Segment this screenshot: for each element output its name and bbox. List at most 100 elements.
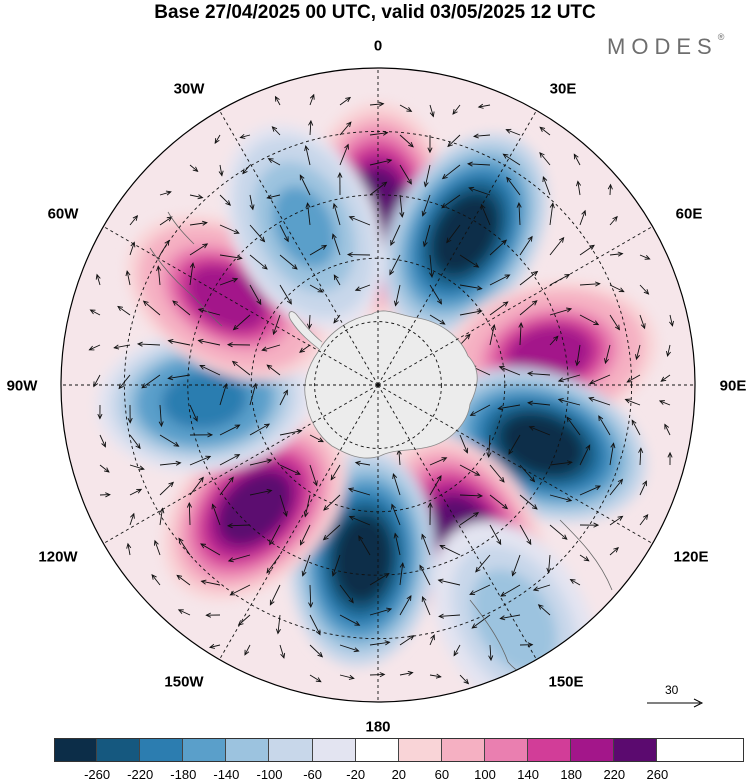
wind-arrow [639, 284, 650, 295]
wind-arrow [497, 404, 521, 411]
wind-arrow [126, 542, 132, 556]
wind-arrow [332, 202, 341, 226]
wind-arrow [453, 644, 461, 657]
wind-arrow [339, 644, 360, 653]
colorbar-tick-label: -260 [84, 767, 111, 782]
wind-arrow [219, 382, 228, 406]
wind-arrow [218, 164, 224, 177]
wind-arrow [459, 309, 483, 316]
wind-arrow [429, 284, 442, 305]
wind-arrow [186, 501, 192, 526]
wind-arrow [459, 254, 480, 268]
colorbar-tick-label: 220 [603, 767, 626, 782]
wind-arrow [348, 515, 371, 526]
wind-arrow [437, 578, 461, 586]
lon-label-30w: 30W [173, 80, 205, 98]
wind-arrow [519, 270, 539, 286]
colorbar-tick-label: -140 [213, 767, 240, 782]
wind-arrow [549, 494, 573, 503]
wind-arrow [156, 265, 162, 286]
wind-arrow [480, 203, 491, 226]
colorbar-swatch [528, 738, 572, 762]
wind-arrow [159, 460, 182, 466]
reference-vector-label: 30 [665, 683, 679, 697]
wind-arrow [369, 158, 393, 166]
wind-arrow [472, 133, 491, 139]
wind-arrow [549, 202, 555, 226]
wind-arrow [142, 300, 161, 316]
wind-arrow [518, 321, 524, 346]
wind-arrow [573, 153, 581, 166]
meridian [103, 226, 379, 386]
wind-arrow [189, 220, 208, 226]
wind-arrow [99, 464, 110, 473]
wind-arrow [609, 314, 620, 331]
anomaly-contour [218, 471, 292, 545]
colorbar-swatch [140, 738, 184, 762]
meridian [377, 384, 653, 544]
wind-arrow [275, 614, 281, 635]
map-boundary [60, 67, 696, 703]
wind-arrow [299, 174, 311, 196]
wind-arrow [279, 644, 286, 659]
wind-arrow [304, 145, 311, 166]
wind-arrow [305, 202, 311, 226]
wind-arrow [539, 151, 551, 166]
wind-arrow [429, 673, 442, 679]
wind-arrow [527, 371, 551, 377]
wind-arrow [339, 614, 361, 626]
colorbar-swatch [441, 738, 485, 762]
wind-arrow [447, 134, 461, 148]
wind-arrow [269, 584, 281, 606]
wind-arrow [189, 164, 199, 172]
colorbar-swatch [484, 738, 529, 762]
wind-arrow [549, 335, 559, 346]
wind-arrow [279, 224, 289, 243]
wind-arrow [399, 194, 405, 218]
wind-arrow [489, 301, 509, 316]
wind-arrow [516, 201, 522, 226]
wind-arrow [333, 274, 341, 286]
wind-arrow [664, 423, 671, 436]
wind-arrow [505, 128, 521, 136]
wind-arrow [579, 314, 600, 326]
wind-arrow [639, 480, 647, 496]
wind-arrow [189, 455, 212, 466]
wind-arrow [519, 235, 533, 256]
colorbar-swatch [614, 738, 658, 762]
wind-arrow [528, 426, 551, 436]
wind-arrow [486, 434, 492, 459]
wind-arrow [542, 176, 551, 196]
wind-arrow [208, 643, 221, 649]
wind-arrow [129, 215, 139, 226]
reference-vector: 30 [645, 683, 705, 713]
colorbar-tick-label: 100 [474, 767, 496, 782]
wind-arrow [176, 574, 191, 586]
wind-arrow [249, 284, 262, 306]
wind-arrow [624, 398, 641, 406]
colorbar-tick-label: -220 [127, 767, 154, 782]
wind-arrow [574, 344, 581, 367]
wind-arrow [488, 644, 494, 662]
colorbar-tick-label: 140 [517, 767, 539, 782]
wind-arrow [159, 239, 170, 256]
wind-arrow [438, 613, 461, 619]
wind-arrow [609, 515, 624, 526]
wind-arrow [441, 194, 461, 209]
wind-arrow [399, 562, 405, 586]
wind-arrow [309, 464, 318, 487]
wind-arrow [539, 126, 551, 136]
wind-arrow [127, 404, 133, 424]
wind-arrow [399, 164, 412, 185]
wind-arrow [279, 284, 292, 305]
wind-arrow [158, 404, 164, 428]
wind-arrow [197, 307, 221, 316]
wind-arrow [232, 314, 251, 331]
wind-arrow [249, 423, 271, 436]
wind-arrow [389, 254, 401, 276]
wind-arrow [237, 614, 251, 626]
wind-arrow [441, 164, 461, 180]
wind-arrow [88, 344, 101, 351]
wind-arrow [279, 494, 288, 517]
wind-arrow [226, 342, 251, 348]
